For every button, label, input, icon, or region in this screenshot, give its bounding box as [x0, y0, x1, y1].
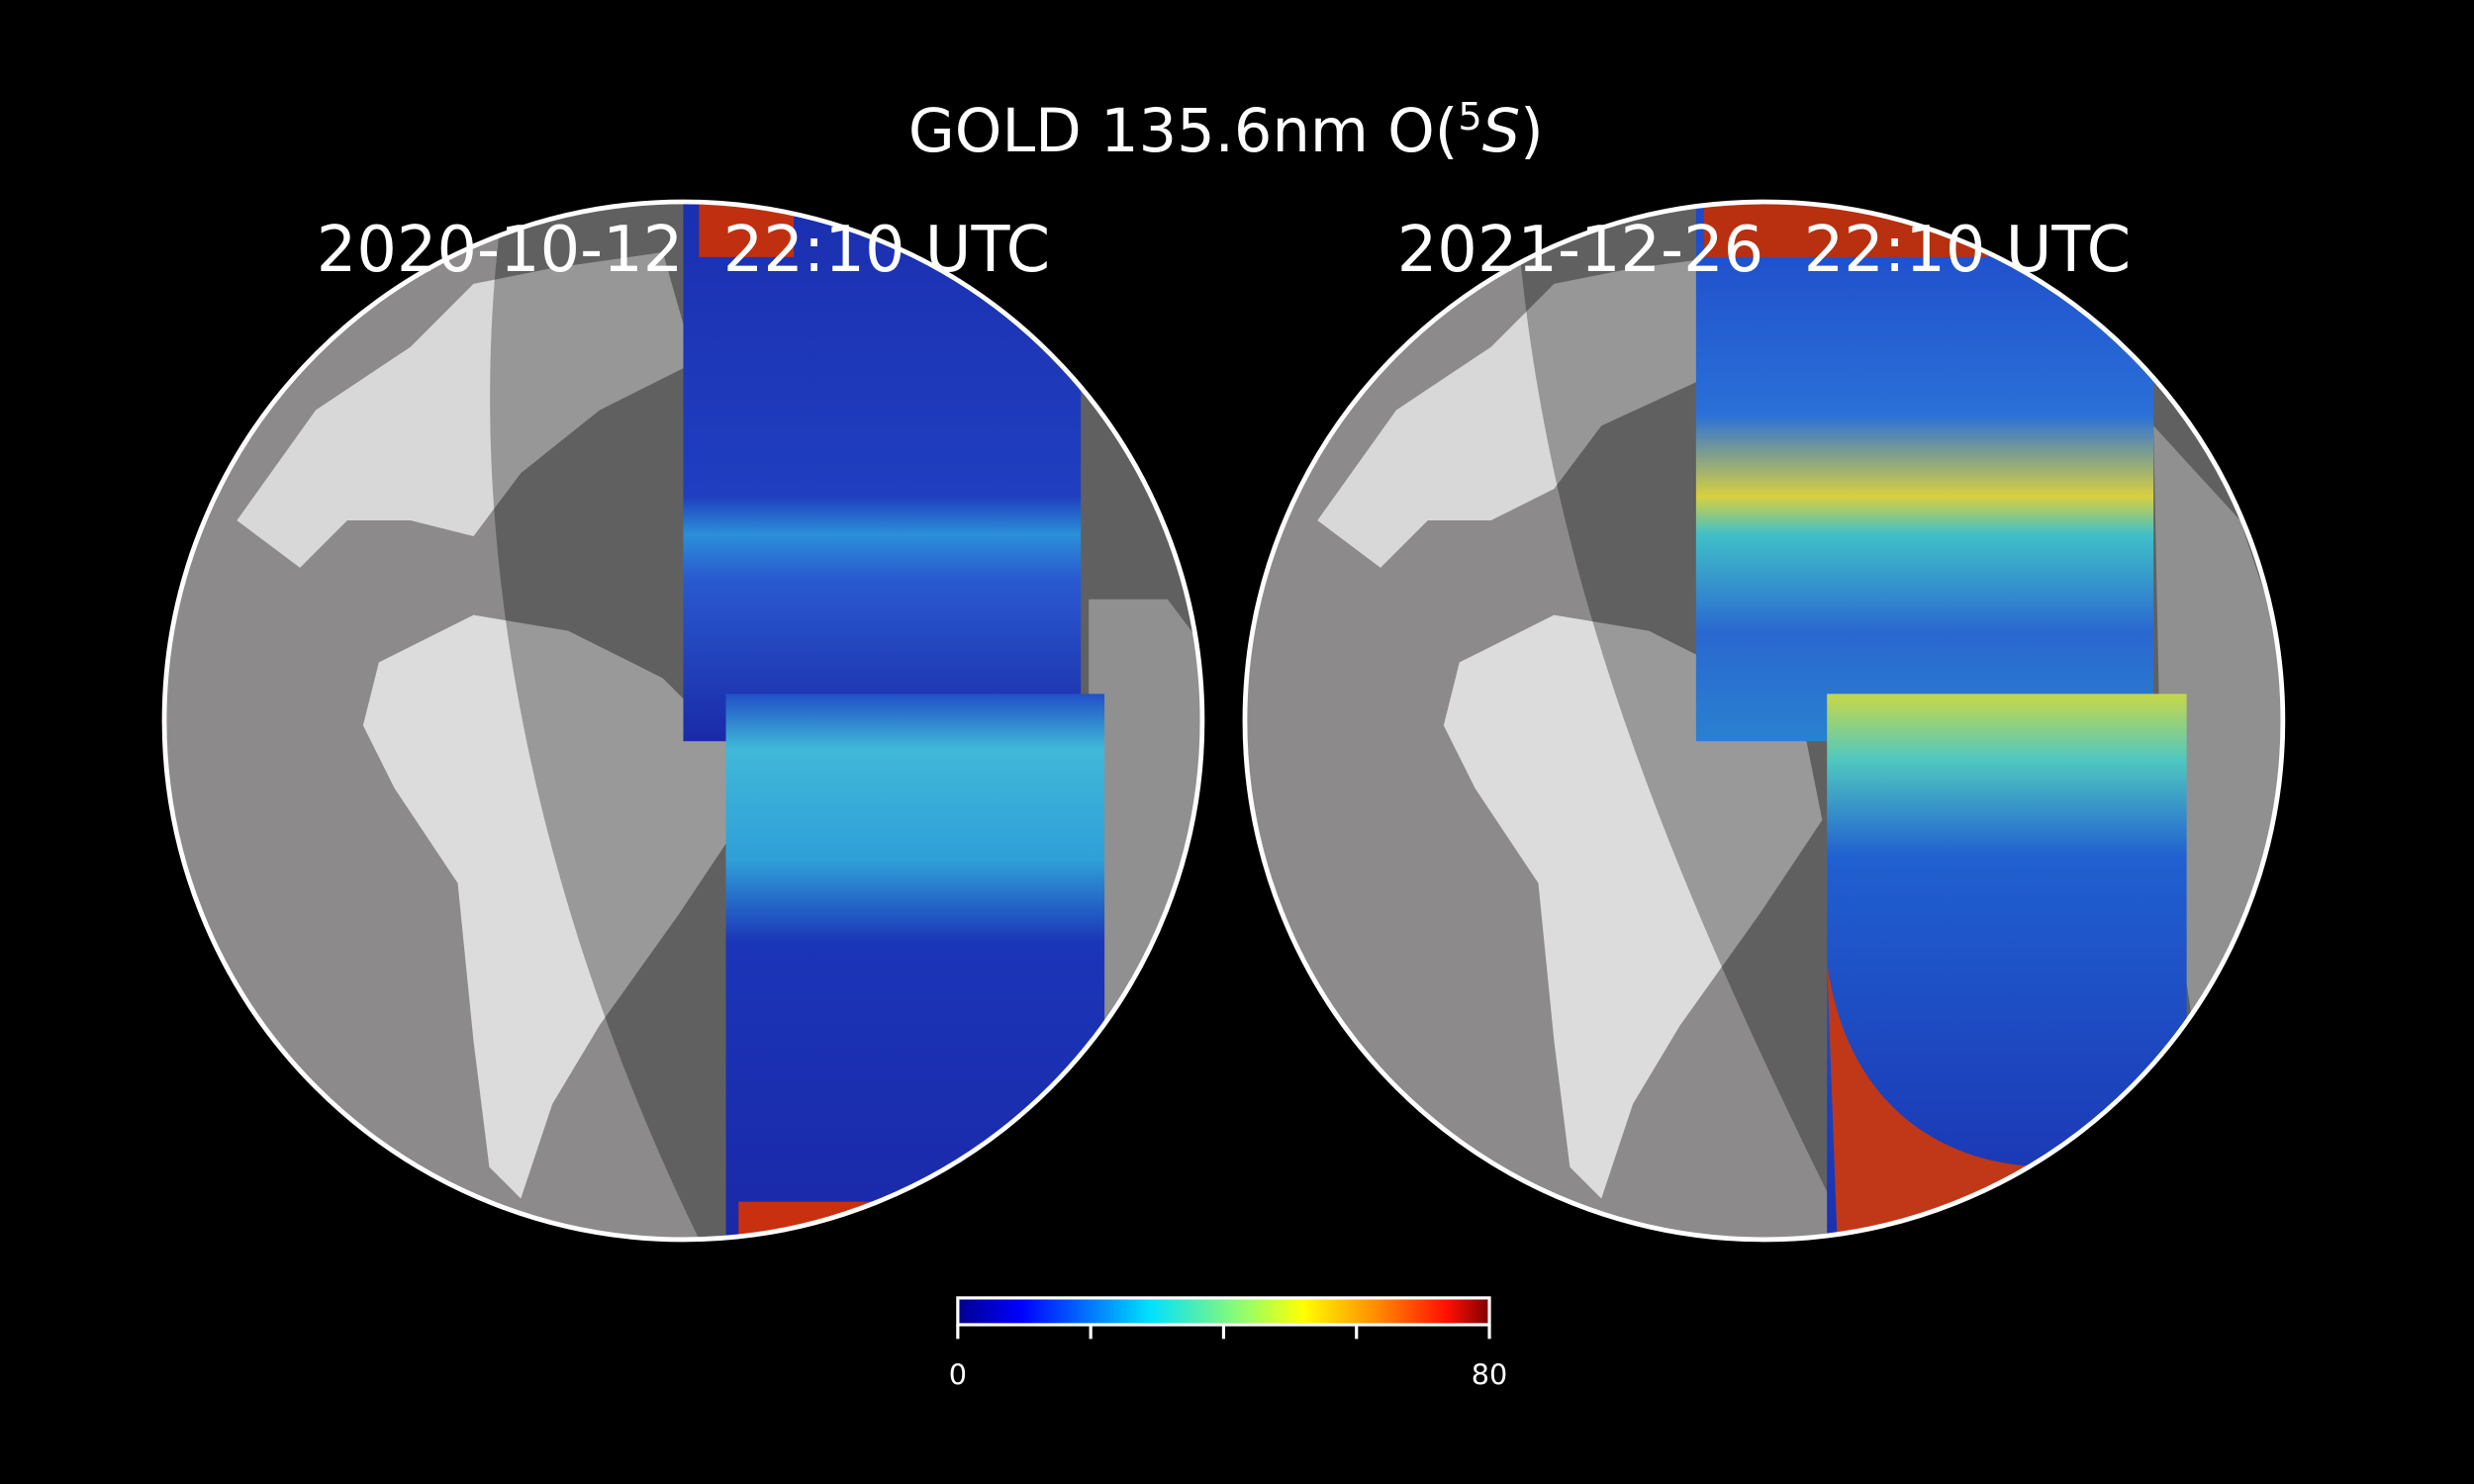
title-text: GOLD 135.6nm O( — [908, 97, 1459, 166]
title-superscript: 5 — [1458, 95, 1481, 139]
title-italic: S — [1482, 97, 1520, 166]
title: GOLD 135.6nm O(5S) — [908, 95, 1544, 167]
colorbar — [956, 1296, 1491, 1327]
colorbar-tick-label: 0 — [949, 1358, 967, 1392]
globe — [1242, 199, 2286, 1243]
globe — [161, 199, 1205, 1243]
colorbar-tick-label: 80 — [1472, 1358, 1508, 1392]
panel-label: 2021-12-26 22:10 UTC — [1397, 214, 2131, 287]
panel-label: 2020-10-12 22:10 UTC — [317, 214, 1050, 287]
title-close: ) — [1520, 97, 1544, 166]
